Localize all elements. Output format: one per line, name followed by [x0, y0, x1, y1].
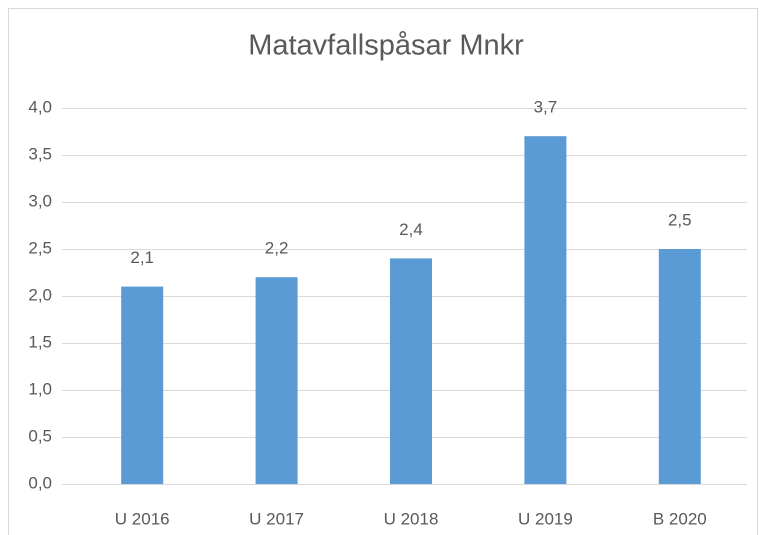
bar — [524, 136, 567, 484]
bar — [658, 249, 701, 484]
bar — [121, 286, 164, 484]
y-tick-label: 2,5 — [28, 238, 52, 257]
y-tick-label: 4,0 — [28, 97, 52, 116]
data-label: 2,1 — [130, 248, 154, 267]
y-tick-label: 3,5 — [28, 144, 52, 163]
data-label: 2,2 — [265, 239, 289, 258]
y-tick-label: 0,0 — [28, 473, 52, 492]
y-tick-label: 1,0 — [28, 379, 52, 398]
chart-title: Matavfallspåsar Mnkr — [248, 30, 524, 62]
data-label: 2,5 — [668, 210, 692, 229]
x-tick-label: U 2019 — [518, 509, 573, 528]
x-tick-label: U 2016 — [115, 509, 170, 528]
data-label: 3,7 — [534, 98, 558, 117]
x-tick-label: U 2018 — [384, 509, 439, 528]
y-tick-label: 3,0 — [28, 191, 52, 210]
x-tick-label: U 2017 — [249, 509, 304, 528]
y-tick-label: 2,0 — [28, 285, 52, 304]
y-tick-label: 0,5 — [28, 426, 52, 445]
data-label: 2,4 — [399, 220, 423, 239]
chart-border — [8, 8, 758, 535]
bar — [390, 258, 432, 484]
y-tick-label: 1,5 — [28, 332, 52, 351]
bar — [255, 277, 298, 484]
x-tick-label: B 2020 — [653, 509, 707, 528]
